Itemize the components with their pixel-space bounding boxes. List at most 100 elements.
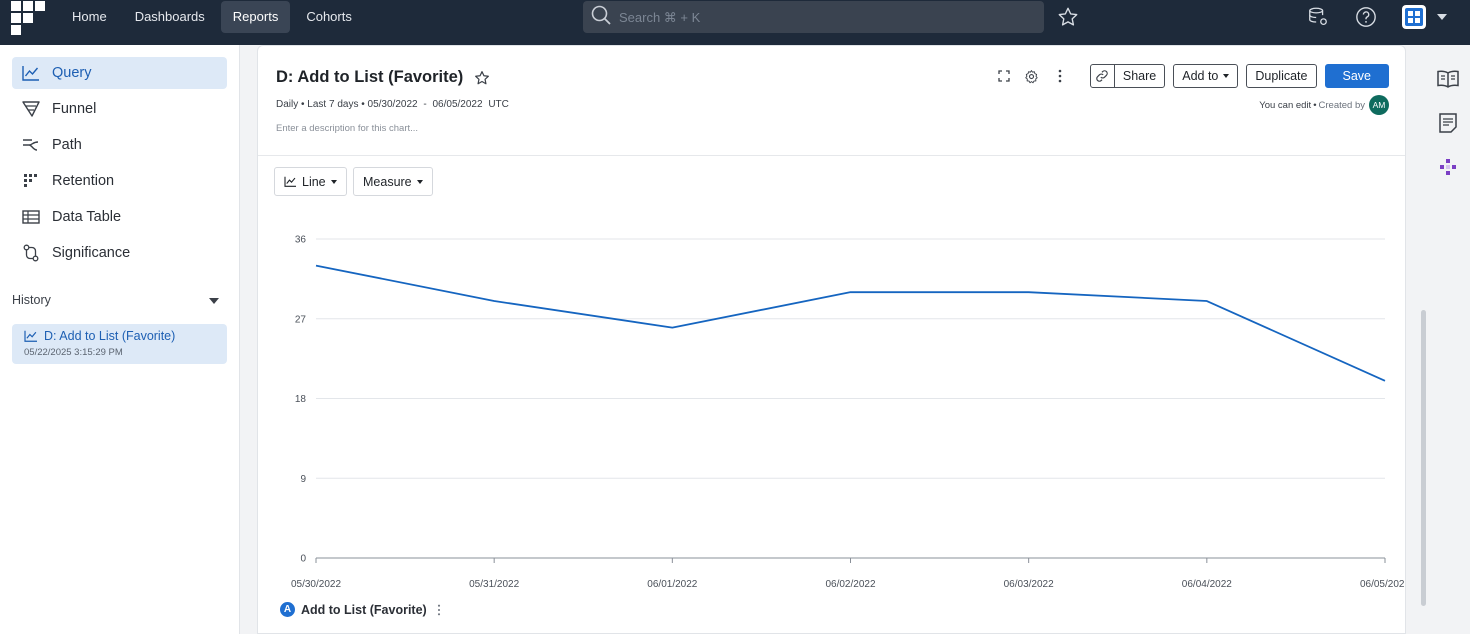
report-card: D: Add to List (Favorite) Daily • Last 7… [257, 45, 1406, 634]
report-header: D: Add to List (Favorite) Daily • Last 7… [258, 46, 1405, 156]
history-label: History [12, 293, 51, 307]
measure-dropdown[interactable]: Measure [353, 167, 433, 196]
top-navigation-bar: Home Dashboards Reports Cohorts [0, 0, 1470, 45]
nav-dashboards[interactable]: Dashboards [134, 9, 205, 24]
retention-icon [22, 172, 40, 190]
save-button[interactable]: Save [1324, 64, 1389, 88]
nav-cohorts[interactable]: Cohorts [306, 9, 352, 24]
main-nav: Home Dashboards Reports Cohorts [60, 1, 364, 33]
chart-type-dropdown[interactable]: Line [274, 167, 347, 196]
line-chart: 0 9 18 27 36 05/30/2022 05/31/2022 06/01/2022 06… [291, 235, 1405, 591]
add-to-label: Add to [1182, 69, 1219, 83]
chart-legend: A Add to List (Favorite) [280, 602, 441, 617]
search-input[interactable] [619, 9, 1019, 25]
notes-icon[interactable] [1436, 111, 1460, 135]
timezone-text: UTC [488, 99, 509, 110]
range-text: Last 7 days [307, 99, 359, 110]
right-rail [1426, 45, 1470, 634]
line-chart-icon [22, 64, 40, 82]
add-to-button[interactable]: Add to [1173, 64, 1239, 88]
data-point [1383, 379, 1387, 383]
star-icon[interactable] [474, 70, 490, 86]
history-entry[interactable]: D: Add to List (Favorite) 05/22/2025 3:1… [12, 324, 227, 364]
path-icon [22, 136, 40, 154]
data-point [1205, 299, 1209, 303]
sidebar-item-funnel[interactable]: Funnel [12, 93, 227, 125]
copy-link-icon[interactable] [1091, 65, 1115, 87]
nav-home[interactable]: Home [72, 9, 107, 24]
favorites-star-icon[interactable] [1056, 5, 1080, 29]
funnel-icon [22, 100, 40, 118]
history-entry-date: 05/22/2025 3:15:29 PM [24, 347, 123, 358]
y-tick-label: 36 [295, 235, 307, 246]
x-tick-label: 05/30/2022 [291, 579, 341, 590]
data-point [670, 325, 674, 329]
nav-reports[interactable]: Reports [220, 1, 291, 33]
line-chart-icon [284, 176, 297, 187]
sidebar-item-label: Significance [52, 245, 131, 261]
y-tick-label: 9 [300, 474, 306, 485]
description-field[interactable]: Enter a description for this chart... [276, 123, 419, 134]
series-line [315, 264, 1386, 382]
x-tick-label: 05/31/2022 [469, 579, 519, 590]
line-chart-icon [24, 330, 38, 342]
chevron-down-icon[interactable] [209, 293, 219, 307]
chevron-down-icon [330, 179, 337, 184]
date-range-summary[interactable]: Daily • Last 7 days • 05/30/2022 - 06/05… [276, 99, 509, 110]
data-point [848, 290, 852, 294]
data-point [492, 299, 496, 303]
sidebar-item-significance[interactable]: Significance [12, 237, 227, 269]
global-search[interactable] [583, 1, 1044, 33]
sidebar-item-label: Query [52, 65, 92, 81]
more-options-icon[interactable] [437, 604, 441, 616]
legend-label[interactable]: Add to List (Favorite) [301, 602, 427, 617]
sidebar-item-label: Funnel [52, 101, 97, 117]
sidebar-item-label: Path [52, 137, 82, 153]
scrollbar[interactable] [1421, 310, 1426, 606]
gear-icon[interactable] [1022, 65, 1042, 87]
report-type-sidebar: Query Funnel Path Retention Data Table S… [0, 45, 240, 634]
y-tick-label: 0 [300, 554, 306, 565]
share-button[interactable]: Share [1122, 69, 1157, 83]
app-switcher-icon[interactable] [1402, 5, 1426, 29]
chevron-down-icon[interactable] [1435, 10, 1449, 24]
sidebar-item-path[interactable]: Path [12, 129, 227, 161]
table-icon [22, 208, 40, 226]
share-button-group: Share [1089, 64, 1166, 88]
y-tick-label: 27 [295, 314, 307, 325]
x-tick-label: 06/01/2022 [647, 579, 697, 590]
sidebar-item-retention[interactable]: Retention [12, 165, 227, 197]
sidebar-item-query[interactable]: Query [12, 57, 227, 89]
data-point [1026, 290, 1030, 294]
ai-assistant-icon[interactable] [1436, 155, 1460, 179]
edit-permission-text: You can edit [1259, 99, 1312, 111]
permissions-line: You can edit • Created by AM [1259, 95, 1389, 115]
series-badge: A [280, 602, 295, 617]
avatar[interactable]: AM [1369, 95, 1389, 115]
range-start: 05/30/2022 [367, 99, 418, 110]
page-title[interactable]: D: Add to List (Favorite) [276, 68, 464, 86]
x-tick-label: 06/04/2022 [1182, 579, 1232, 590]
sidebar-item-data-table[interactable]: Data Table [12, 201, 227, 233]
created-by-text: Created by [1318, 99, 1365, 111]
range-separator: - [423, 99, 427, 110]
chart-type-label: Line [302, 174, 326, 189]
app-logo-icon[interactable] [11, 1, 45, 35]
history-entry-title: D: Add to List (Favorite) [44, 329, 176, 343]
history-section-header[interactable]: History [12, 293, 227, 307]
data-point [314, 263, 318, 267]
range-end: 06/05/2022 [432, 99, 483, 110]
x-tick-label: 06/05/2022 [1360, 579, 1405, 590]
more-options-icon[interactable] [1050, 65, 1070, 87]
help-icon[interactable] [1354, 5, 1378, 29]
y-tick-label: 18 [295, 394, 307, 405]
duplicate-button[interactable]: Duplicate [1246, 64, 1317, 88]
data-settings-icon[interactable] [1306, 5, 1330, 29]
book-icon[interactable] [1436, 67, 1460, 91]
x-tick-label: 06/03/2022 [1004, 579, 1054, 590]
measure-label: Measure [363, 174, 412, 189]
fullscreen-icon[interactable] [994, 65, 1014, 87]
sidebar-item-label: Data Table [52, 209, 122, 225]
sidebar-item-label: Retention [52, 173, 115, 189]
x-tick-label: 06/02/2022 [825, 579, 875, 590]
